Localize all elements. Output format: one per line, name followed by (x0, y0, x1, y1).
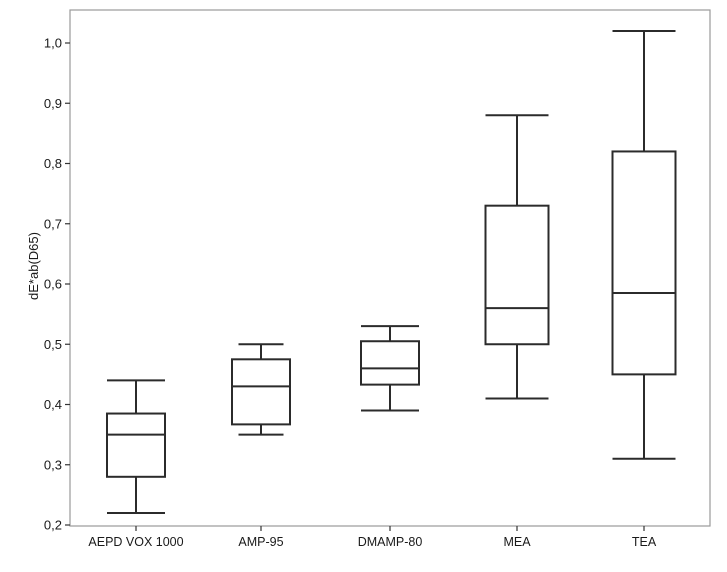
box-series (106, 29, 677, 514)
iqr-box (360, 340, 420, 386)
iqr-box (231, 358, 291, 426)
y-axis: 0,2 0,3 0,4 0,5 0,6 0,7 0,8 0,9 1,0 (44, 36, 70, 533)
y-tick-label: 0,4 (44, 397, 62, 412)
y-tick-label: 0,6 (44, 277, 62, 292)
iqr-box (106, 412, 166, 478)
iqr-box (484, 204, 550, 346)
box-1 (231, 343, 291, 436)
category-label: TEA (632, 535, 657, 549)
category-label: DMAMP-80 (358, 535, 423, 549)
y-tick-label: 0,2 (44, 518, 62, 533)
y-tick-label: 0,8 (44, 156, 62, 171)
box-0 (106, 379, 166, 514)
category-label: AEPD VOX 1000 (88, 535, 183, 549)
box-2 (360, 325, 420, 412)
y-tick-label: 0,9 (44, 96, 62, 111)
y-tick-label: 0,5 (44, 337, 62, 352)
category-label: AMP-95 (238, 535, 283, 549)
y-tick-label: 0,7 (44, 216, 62, 231)
x-axis: AEPD VOX 1000 AMP-95 DMAMP-80 MEA TEA (88, 526, 657, 549)
box-4 (611, 29, 677, 460)
box-3 (484, 114, 550, 400)
y-tick-label: 1,0 (44, 36, 62, 51)
category-label: MEA (503, 535, 531, 549)
y-tick-label: 0,3 (44, 457, 62, 472)
y-axis-label: dE*ab(D65) (26, 232, 41, 300)
iqr-box (611, 150, 677, 376)
